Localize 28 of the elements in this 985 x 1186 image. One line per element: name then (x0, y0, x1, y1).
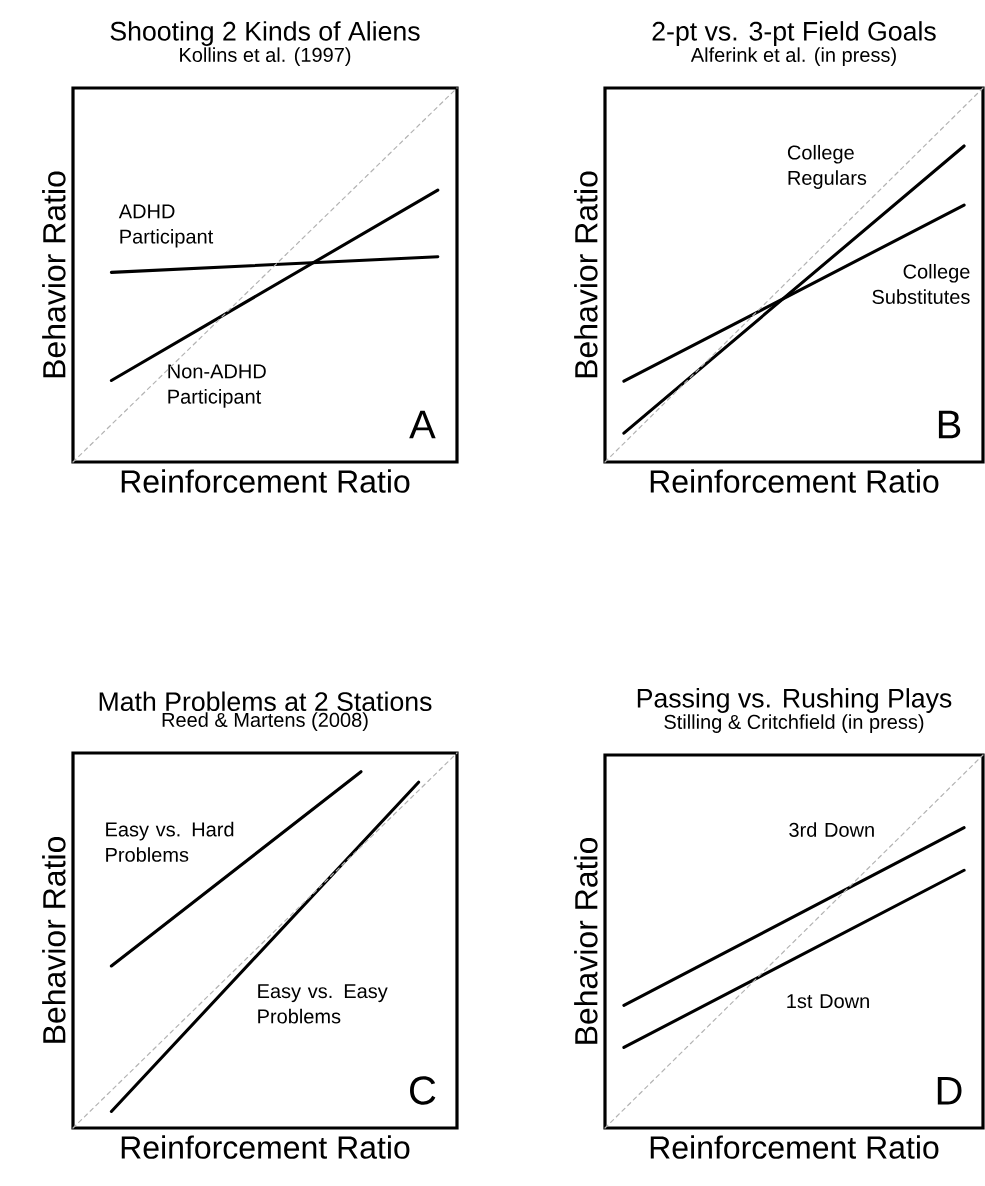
x-axis-title: Reinforcement Ratio (650, 469, 939, 493)
x-axis-title: Reinforcement Ratio (650, 1135, 939, 1159)
series-label: Easy vs. Easy Problems (258, 984, 388, 1024)
chart-title: 2-pt vs. 3-pt Field Goals (652, 21, 936, 46)
series-label: 3rd Down (789, 822, 874, 837)
chart-subtitle: Stilling & Critchfield (in press) (664, 714, 924, 733)
y-axis-title: Behavior Ratio (42, 836, 66, 1043)
series-label: Easy vs. Hard Problems (106, 821, 234, 862)
y-axis-title: Behavior Ratio (574, 171, 598, 378)
chart-subtitle: Reed & Martens (2008) (162, 712, 368, 731)
annotation: D (937, 1076, 962, 1105)
chart-subtitle: Kollins et al. (1997) (180, 47, 351, 66)
x-axis-title: Reinforcement Ratio (121, 469, 410, 493)
chart-title: Passing vs. Rushing Plays (637, 688, 952, 713)
annotation: A (409, 410, 436, 439)
series-label: College Regulars (787, 144, 867, 189)
series-label: College Substitutes (872, 263, 970, 304)
chart-title: Shooting 2 Kinds of Aliens (110, 21, 420, 46)
y-axis-title: Behavior Ratio (574, 837, 598, 1044)
x-axis-title: Reinforcement Ratio (121, 1135, 410, 1159)
series-label: Non-ADHD Participant (168, 364, 266, 408)
series-label: 1st Down (787, 994, 869, 1009)
y-axis-title: Behavior Ratio (42, 171, 66, 378)
annotation: C (410, 1076, 436, 1105)
chart-title: Math Problems at 2 Stations (99, 691, 432, 712)
annotation: B (938, 410, 961, 439)
chart-subtitle: Alferink et al. (in press) (690, 47, 896, 66)
series-label: ADHD Participant (118, 204, 214, 248)
